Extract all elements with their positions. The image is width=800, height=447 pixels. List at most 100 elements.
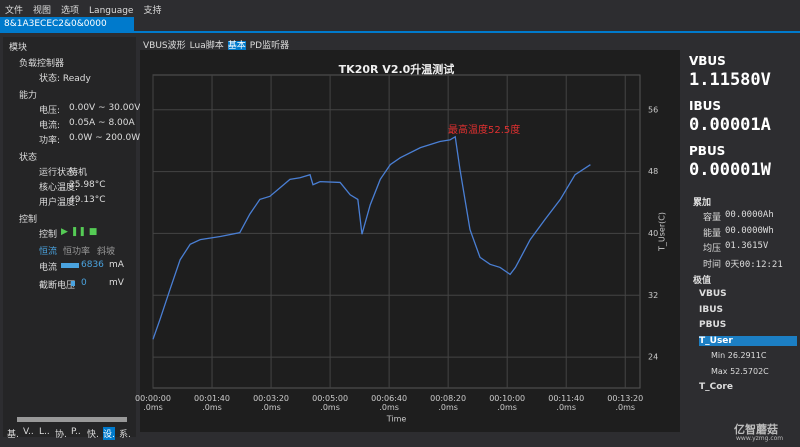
sub-tab[interactable]: VBUS波形: [143, 41, 186, 51]
extreme-item[interactable]: VBUS: [699, 289, 727, 299]
y-tick-label: 24: [648, 353, 658, 362]
section-title[interactable]: 负载控制器: [19, 59, 65, 69]
reading-label: IBUS: [689, 99, 721, 113]
y-tick-label: 56: [648, 105, 658, 114]
accum-label: 均压: [703, 244, 722, 254]
extreme-item[interactable]: IBUS: [699, 304, 723, 315]
sub-tab[interactable]: PD监听器: [249, 41, 290, 51]
accum-label: 能量: [703, 228, 722, 239]
bottom-tab[interactable]: 基.: [7, 430, 19, 440]
sub-tab[interactable]: Lua脚本: [189, 41, 224, 51]
bottom-tab[interactable]: 设.: [103, 427, 115, 440]
x-tick-label: 00:03:20 .0ms: [253, 394, 290, 412]
item-value: 0.05A ~ 8.00A: [69, 118, 135, 128]
item-label: 控制: [39, 230, 58, 240]
item-label: 电流:: [39, 121, 61, 131]
sub-tab[interactable]: 基本: [227, 41, 246, 51]
bottom-tab[interactable]: V..: [23, 427, 34, 437]
item-label: 核心温度:: [39, 183, 79, 193]
menu-item[interactable]: 文件: [5, 6, 24, 16]
play-controls: ▶ ❚❚ ■: [61, 227, 98, 237]
reading-value: 0.00001A: [689, 115, 771, 135]
section-title: 累加: [693, 198, 712, 208]
field-label: 截断电压: [39, 281, 76, 291]
watermark-name: 亿智蘑菇: [734, 423, 778, 436]
x-tick-label: 00:10:00 .0ms: [489, 394, 526, 412]
bottom-tab[interactable]: 快.: [87, 430, 99, 440]
annotation: 最高温度52.5度: [448, 123, 520, 136]
item-value: 0.0W ~ 200.0W: [69, 133, 141, 143]
right-panel: VBUS 1.11580V IBUS 0.00001A PBUS 0.00001W 累加容量…: [683, 50, 800, 440]
slider: [71, 281, 75, 286]
menu-item[interactable]: 选项: [61, 6, 80, 16]
section-title[interactable]: 能力: [19, 91, 38, 101]
accum-value: 00.0000Ah: [725, 210, 774, 220]
field-label: 电流: [39, 263, 58, 273]
menu-item[interactable]: 视图: [33, 6, 52, 16]
field-value[interactable]: 0: [81, 278, 87, 288]
item-label: 运行状态:: [39, 168, 79, 178]
bottom-tab[interactable]: 系.: [119, 430, 131, 440]
x-tick-label: 00:08:20 .0ms: [430, 394, 467, 412]
section-title: 极值: [693, 276, 712, 286]
chart-title: TK20R V2.0升温测试: [339, 62, 455, 76]
reading-value: 0.00001W: [689, 160, 771, 180]
extreme-item[interactable]: PBUS: [699, 320, 727, 330]
accum-value: 0天00:12:21: [725, 259, 783, 270]
bottom-tab[interactable]: 协.: [55, 430, 67, 440]
y-tick-label: 32: [648, 291, 658, 300]
menu-item[interactable]: 支持: [143, 6, 162, 16]
scrollbar: [17, 417, 127, 422]
menu-bar: 文件 视图 选项 Language 支持: [5, 3, 171, 16]
mode-button[interactable]: 恒流: [39, 247, 58, 257]
bottom-tab[interactable]: P..: [71, 427, 81, 437]
section-title[interactable]: 状态: [19, 153, 38, 163]
field-value[interactable]: 6836: [81, 260, 104, 270]
item-value: 49.13°C: [69, 195, 106, 205]
mode-button[interactable]: 斜坡: [97, 247, 116, 257]
item-label: 状态: Ready: [39, 74, 91, 84]
plot-frame: [152, 74, 641, 389]
x-tick-label: 00:05:00 .0ms: [312, 394, 349, 412]
mode-button[interactable]: 恒功率: [63, 247, 91, 257]
section-title[interactable]: 控制: [19, 215, 38, 225]
extreme-item[interactable]: T_Core: [699, 382, 733, 392]
doc-tab[interactable]: 8&1A3ECEC2&0&0000: [0, 17, 134, 31]
tab-strip: [0, 31, 800, 33]
x-tick-label: 00:00:00 .0ms: [135, 394, 171, 412]
y-tick-label: 40: [648, 229, 658, 238]
y-axis-label: T_User(C): [658, 212, 667, 252]
y-tick-label: 48: [648, 167, 658, 176]
x-tick-label: 00:01:40 .0ms: [194, 394, 230, 412]
x-tick-label: 00:11:40 .0ms: [548, 394, 585, 412]
panel-title: 模块: [9, 43, 28, 53]
x-tick-label: 00:13:20 .0ms: [607, 394, 644, 412]
item-value: 待机: [69, 168, 88, 178]
item-label: 用户温度:: [39, 198, 79, 208]
extreme-value: Min 26.2911C: [711, 351, 767, 360]
item-label: 电压:: [39, 106, 61, 116]
extreme-item[interactable]: T_User: [699, 335, 797, 346]
extreme-value: Max 52.5702C: [711, 366, 769, 376]
menu-item[interactable]: Language: [89, 6, 134, 16]
reading-value: 1.11580V: [689, 70, 771, 90]
bottom-tab[interactable]: L..: [39, 427, 50, 437]
watermark-url: www.yzmg.com: [736, 435, 784, 442]
item-value: 25.98°C: [69, 180, 106, 190]
data-line: [152, 135, 591, 340]
accum-value: 00.0000Wh: [725, 225, 774, 236]
x-tick-label: 00:06:40 .0ms: [371, 394, 408, 412]
item-value: 0.00V ~ 30.00V: [69, 103, 141, 113]
accum-value: 01.3615V: [725, 241, 769, 251]
item-label: 功率:: [39, 136, 61, 146]
accum-label: 时间: [703, 259, 722, 270]
left-panel: 模块 负载控制器状态: Ready 能力 电压: 0.00V ~ 30.00V 电流: 0…: [3, 37, 140, 440]
field-unit: mV: [109, 278, 124, 288]
x-axis-label: Time: [386, 415, 407, 424]
field-unit: mA: [109, 260, 124, 270]
sub-tabs: VBUS波形 Lua脚本 基本 PD监听器: [143, 38, 293, 51]
chart: TK20R V2.0升温测试 24 32 40 48 56 Time T_User(C) 最高温…: [152, 62, 667, 424]
slider: [61, 263, 79, 268]
accum-label: 容量: [703, 213, 722, 223]
